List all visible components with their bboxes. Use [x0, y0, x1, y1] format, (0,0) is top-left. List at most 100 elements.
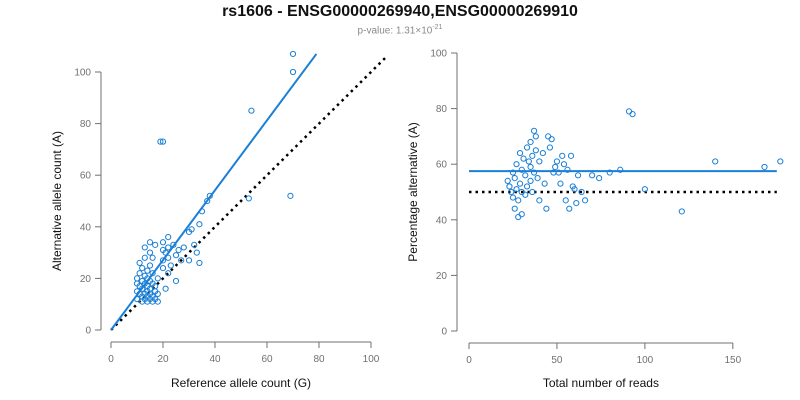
plot-left-fit-line — [110, 53, 318, 331]
plot-right-data-point — [574, 172, 582, 179]
plot-right-data-point — [539, 149, 546, 157]
plot-right-x-tick-label: 150 — [724, 355, 741, 366]
plot-left-data-point — [154, 290, 161, 297]
plot-left-data-point — [152, 241, 159, 248]
plot-right-data-point — [529, 188, 536, 196]
plot-right-data-point — [552, 163, 559, 171]
plot-right-data-point — [557, 180, 564, 187]
plot-left-x-tick-label: 60 — [261, 354, 273, 365]
plot-right-data-point — [562, 197, 569, 204]
plot-right-data-point — [541, 180, 548, 187]
plot-right-data-point — [567, 152, 575, 159]
plot-left-x-tick-label: 100 — [363, 354, 380, 365]
plot-left-data-point — [191, 241, 198, 248]
plot-right-data-point — [536, 158, 543, 165]
plot-right-data-point — [532, 133, 539, 140]
plot-right-data-point — [509, 169, 517, 176]
plot-left-data-point — [206, 192, 213, 199]
plot-right-data-point — [625, 108, 633, 115]
plot-left-data-point — [165, 254, 172, 261]
plot-left-x-tick-label: 40 — [209, 354, 221, 365]
plot-right-data-point — [555, 169, 562, 176]
plot-left-data-point — [170, 241, 177, 248]
plot-right-data-point — [513, 186, 520, 193]
plot-left-data-point — [287, 192, 294, 199]
plot-left-data-point — [188, 226, 195, 233]
plot-right-data-point — [527, 138, 534, 146]
plot-right-data-point — [527, 177, 534, 184]
plot-right-data-point — [560, 161, 568, 168]
plot-right-data-point — [545, 133, 552, 140]
plot-right-y-tick-label: 100 — [430, 49, 447, 60]
plot-left-data-point — [165, 270, 172, 277]
plot-right-data-point — [511, 205, 518, 212]
plot-left-data-point — [159, 239, 167, 246]
plot-left-y-tick-label: 20 — [80, 274, 92, 285]
plot-left-data-point — [159, 264, 167, 272]
plot-left-data-point — [157, 138, 164, 145]
plot-left-data-point — [146, 249, 154, 256]
plot-right-data-point — [516, 180, 524, 187]
plot-left-data-point — [144, 267, 151, 274]
plot-left-data-point — [154, 298, 161, 305]
plot-right-data-point — [525, 158, 532, 165]
plot-left-data-point — [204, 197, 211, 205]
plot-right-data-point — [606, 169, 613, 176]
plot-right-data-point — [523, 144, 531, 151]
plot-right-data-point — [518, 211, 525, 218]
plot-left-data-point — [141, 254, 148, 261]
plot-right-y-tick-label: 40 — [436, 215, 448, 226]
plot-left-y-tick-label: 40 — [80, 222, 92, 233]
plot-left-data-point — [248, 107, 255, 114]
plot-left-data-point — [133, 275, 141, 282]
chart-title: rs1606 - ENSG00000269940,ENSG00000269910 — [222, 3, 578, 20]
plot-right-data-point — [761, 163, 768, 171]
plot-right-data-point — [515, 197, 522, 204]
plot-right-data-point — [543, 205, 550, 212]
plot-left-x-axis-label: Reference allele count (G) — [171, 376, 311, 390]
plot-left-data-point — [159, 257, 167, 264]
plot-right-x-tick-label: 100 — [637, 355, 654, 366]
plot-left-x-tick-label: 20 — [157, 354, 169, 365]
plot-left-data-point — [193, 249, 200, 256]
plot-right-data-point — [678, 208, 685, 215]
plot-left-data-point — [289, 68, 297, 76]
plot-left-data-point — [146, 262, 154, 269]
plot-left-data-point — [162, 249, 169, 256]
plot-left-data-point — [167, 262, 174, 269]
plot-right-data-point — [513, 161, 520, 168]
plot-right-data-point — [777, 158, 784, 165]
plot-right-data-point — [530, 169, 538, 176]
plot-left-data-point — [149, 270, 156, 277]
plot-right-y-tick-label: 80 — [436, 104, 448, 115]
plot-left-x-tick-label: 0 — [108, 354, 114, 365]
plot-left-data-point — [172, 252, 180, 259]
plot-right-data-point — [581, 197, 589, 204]
plot-left-data-point — [139, 285, 146, 292]
plot-left-data-point — [159, 138, 167, 145]
plot-right-data-point — [566, 205, 573, 212]
plot-left-data-point — [180, 244, 187, 251]
plot-left-data-point — [196, 221, 203, 228]
plot-left-data-point — [162, 285, 169, 292]
plot-right-data-point — [518, 166, 525, 173]
plot-left-data-point — [198, 208, 206, 215]
plot-left-data-point — [165, 234, 172, 241]
plot-right-data-point — [578, 188, 585, 196]
plot-left-data-point — [133, 295, 141, 303]
plot-right-data-point — [522, 172, 529, 179]
plot-left-data-point — [245, 195, 252, 202]
plot-right-y-axis-label: Percentage alternative (A) — [406, 122, 420, 261]
plot-left-data-point — [152, 283, 159, 290]
plot-right-data-point — [546, 144, 554, 151]
p-value-text: p-value: 1.31×10 — [357, 25, 433, 37]
plot-right-data-point — [530, 127, 538, 134]
plot-left-data-point — [185, 257, 193, 264]
plot-right-data-point — [596, 175, 603, 182]
chart-subtitle: p-value: 1.31×10-21 — [0, 24, 800, 36]
plot-left-data-point — [172, 277, 180, 285]
plot-right-y-tick-label: 0 — [441, 327, 447, 338]
plot-left-data-point — [141, 244, 148, 251]
plot-right-data-point — [641, 186, 648, 193]
